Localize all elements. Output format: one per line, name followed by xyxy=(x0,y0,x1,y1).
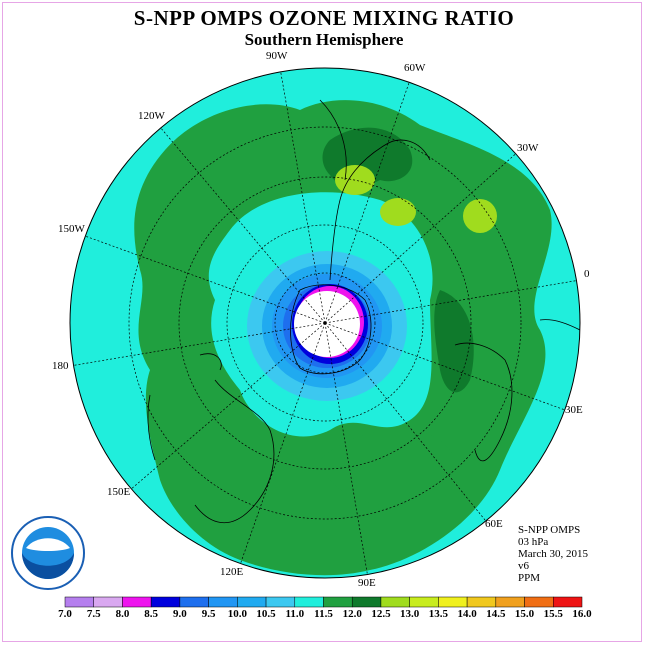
lon-label-30e: 30E xyxy=(565,404,583,416)
map-title: S-NPP OMPS OZONE MIXING RATIO xyxy=(133,6,515,30)
colorbar-swatch xyxy=(438,596,468,608)
colorbar-swatch xyxy=(237,596,267,608)
colorbar-tick-label: 14.0 xyxy=(457,608,477,620)
colorbar-swatch xyxy=(409,596,439,608)
colorbar-tick-label: 15.5 xyxy=(543,608,563,620)
colorbar-swatch xyxy=(265,596,296,608)
colorbar-swatch xyxy=(179,596,209,608)
colorbar-tick-label: 7.0 xyxy=(58,608,72,620)
colorbar xyxy=(64,596,583,608)
colorbar-tick-label: 11.5 xyxy=(314,608,333,620)
colorbar-tick-label: 12.0 xyxy=(342,608,362,620)
contour-band-12-5-b xyxy=(380,198,416,226)
colorbar-tick-label: 9.5 xyxy=(201,608,216,620)
lon-label-60e: 60E xyxy=(485,518,503,530)
lon-label-30w: 30W xyxy=(517,142,539,154)
colorbar-swatch xyxy=(93,596,123,608)
colorbar-tick-label: 9.0 xyxy=(173,608,187,620)
colorbar-tick-label: 13.5 xyxy=(428,608,448,620)
colorbar-swatch xyxy=(351,596,382,608)
colorbar-swatch xyxy=(553,596,583,608)
info-level: 03 hPa xyxy=(518,536,549,548)
colorbar-tick-label: 16.0 xyxy=(572,608,592,620)
contour-band-11-5-south xyxy=(320,429,458,507)
colorbar-tick-label: 12.5 xyxy=(371,608,391,620)
colorbar-swatch xyxy=(294,596,324,608)
colorbar-swatch xyxy=(495,596,525,608)
colorbar-tick-label: 10.0 xyxy=(227,608,247,620)
colorbar-tick-label: 10.5 xyxy=(256,608,276,620)
info-units: PPM xyxy=(518,572,541,584)
lon-label-150w: 150W xyxy=(58,223,85,235)
colorbar-swatch xyxy=(208,596,238,608)
colorbar-swatch xyxy=(150,596,181,608)
figure-frame xyxy=(2,2,642,642)
colorbar-swatch xyxy=(64,596,94,608)
colorbar-tick-label: 15.0 xyxy=(514,608,535,620)
lon-label-150e: 150E xyxy=(107,486,131,498)
colorbar-tick-label: 14.5 xyxy=(486,608,506,620)
map-boundary xyxy=(69,67,581,579)
lon-label-0: 0 xyxy=(584,268,590,280)
colorbar-tick-label: 8.5 xyxy=(144,608,159,620)
colorbar-swatch xyxy=(524,596,554,608)
colorbar-swatch xyxy=(323,596,353,608)
contour-band-12-0-east xyxy=(434,290,474,393)
coastlines xyxy=(147,99,580,524)
contour-band-12-5-c xyxy=(463,199,497,233)
colorbar-tick-label: 7.5 xyxy=(86,608,101,620)
colorbar-tick-label: 13.0 xyxy=(400,608,420,620)
lon-label-90w: 90W xyxy=(266,50,288,62)
colorbar-swatch xyxy=(380,596,410,608)
lon-label-60w: 60W xyxy=(404,62,426,74)
noaa-logo xyxy=(11,516,85,590)
colorbar-swatch xyxy=(122,596,152,608)
map-subtitle: Southern Hemisphere xyxy=(244,30,404,49)
graticule xyxy=(70,68,580,578)
lon-label-120w: 120W xyxy=(138,110,165,122)
south-pole-marker xyxy=(323,321,327,325)
colorbar-swatch xyxy=(466,596,497,608)
colorbar-tick-label: 11.0 xyxy=(285,608,305,620)
lon-label-180: 180 xyxy=(52,360,69,372)
info-date: March 30, 2015 xyxy=(518,548,588,560)
polar-no-data xyxy=(294,291,360,357)
info-version: v6 xyxy=(518,560,529,572)
info-instrument: S-NPP OMPS xyxy=(518,524,581,536)
lon-label-120e: 120E xyxy=(220,566,244,578)
lon-label-90e: 90E xyxy=(358,577,376,589)
colorbar-tick-label: 8.0 xyxy=(115,608,130,620)
